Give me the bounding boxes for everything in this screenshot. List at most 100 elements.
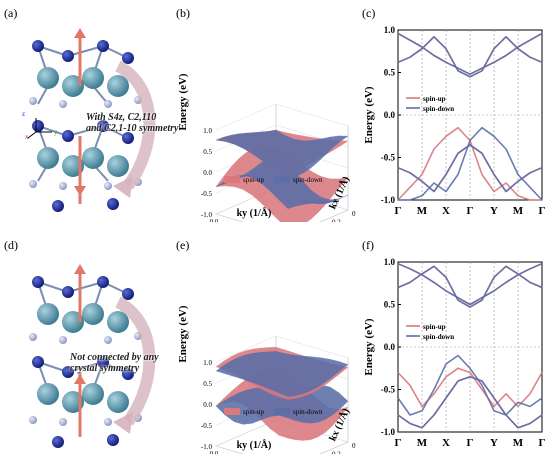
panel-label-b: (b)	[176, 6, 190, 20]
k-point-label: M	[417, 205, 428, 217]
surface-patch-spin-up	[331, 177, 349, 187]
z-axis-label: Energy (eV)	[177, 73, 189, 130]
k-point-label: Γ	[395, 437, 402, 449]
panel-label-a: (a)	[4, 6, 18, 20]
kx-tick-label: 0.2	[332, 451, 341, 454]
y-tick-label: 0.0	[384, 342, 396, 352]
panel-label-d: (d)	[4, 238, 18, 252]
z-tick-label: -0.5	[201, 422, 213, 430]
surface-patch-spin-up	[278, 220, 290, 222]
axis-label-z: z	[22, 110, 26, 118]
z-gridline	[275, 103, 349, 127]
ky-tick-label: 0.0	[210, 218, 219, 222]
band-line-spin-down	[397, 36, 543, 78]
legend-label: spin-down	[423, 105, 454, 113]
symmetry-line-1: With S4z, C2,110	[86, 112, 157, 123]
ky-tick-label: 0.0	[210, 450, 219, 454]
z-tick-label: 0.0	[203, 401, 212, 409]
k-point-label: M	[417, 437, 428, 449]
surface-patch-spin-down	[331, 194, 349, 203]
z-tick-label: 0.5	[203, 380, 212, 388]
z-tick-label: 0.0	[203, 169, 212, 177]
symmetry-annotation-top: With S4z, C2,110 and C2,1-10 symmetry	[86, 112, 179, 134]
k-point-label: Γ	[395, 205, 402, 217]
k-point-label: Y	[490, 205, 498, 217]
symmetry-line-2: crystal symmetry	[70, 363, 140, 374]
kx-tick-label: 0.2	[332, 219, 341, 222]
y-tick-label: 1.0	[384, 257, 396, 267]
k-point-label: Y	[490, 437, 498, 449]
symmetry-annotation-bottom: Not connected by any crystal symmetry	[70, 352, 159, 374]
crystal-structure-a	[27, 28, 156, 212]
legend-swatch-spin-up	[224, 176, 240, 183]
k-point-label: Γ	[539, 437, 546, 449]
symmetry-line-1: Not connected by any	[70, 352, 159, 363]
surface-plot-b: 1.00.50.0-0.5-1.00.00.10.20.30.00.10.20.…	[177, 73, 356, 222]
panel-label-c: (c)	[362, 6, 376, 20]
legend-swatch-spin-up	[224, 408, 240, 415]
ky-axis-label: ky (1/Å)	[237, 207, 272, 219]
symmetry-line-2: and C2,1-10 symmetry	[86, 123, 179, 134]
band-line-spin-down	[397, 354, 543, 416]
surface-patch-spin-down	[331, 361, 349, 371]
surface-patch-spin-down	[331, 392, 349, 409]
z-tick-label: 1.0	[203, 359, 212, 367]
ky-axis-label: ky (1/Å)	[237, 439, 272, 451]
band-line-spin-down	[397, 262, 543, 306]
z-tick-label: 1.0	[203, 127, 212, 135]
k-point-label: X	[442, 205, 450, 217]
legend-label-spin-down: spin-down	[293, 408, 323, 416]
y-tick-label: -0.5	[381, 385, 396, 395]
band-line-spin-down	[397, 265, 543, 308]
band-line-spin-down	[397, 144, 543, 193]
kx-tick-label: 0.3	[352, 442, 356, 450]
y-tick-label: 1.0	[384, 25, 396, 35]
band-line-spin-down	[398, 126, 543, 201]
y-tick-label: 0.0	[384, 110, 396, 120]
k-point-label: X	[442, 437, 450, 449]
k-point-label: M	[513, 205, 524, 217]
surface-patch-spin-down	[331, 135, 349, 142]
z-tick-label: -0.5	[201, 190, 213, 198]
axis-label-x: x	[25, 133, 29, 141]
k-point-label: Γ	[539, 205, 546, 217]
legend-label: spin-up	[423, 323, 446, 331]
z-gridline	[215, 335, 277, 363]
y-tick-label: -1.0	[381, 427, 396, 437]
z-gridline	[215, 103, 277, 131]
band-line-spin-up	[397, 367, 543, 408]
y-tick-label: 0.5	[384, 300, 396, 310]
z-gridline	[275, 335, 349, 359]
y-axis-label: Energy (eV)	[363, 318, 375, 375]
surface-patch-spin-up	[286, 217, 300, 222]
z-tick-label: -1.0	[201, 211, 213, 219]
panel-label-e: (e)	[176, 238, 190, 252]
z-tick-label: -1.0	[201, 443, 213, 451]
surface-patch-spin-up	[331, 406, 349, 418]
k-point-label: Γ	[467, 437, 474, 449]
crystal-structure-d	[29, 264, 156, 448]
kx-tick-label: 0.3	[352, 210, 356, 218]
z-axis-label: Energy (eV)	[177, 305, 189, 362]
legend-label-spin-up: spin-up	[243, 408, 265, 416]
panel-label-f: (f)	[362, 238, 374, 252]
band-line-spin-down	[397, 376, 543, 429]
legend-label: spin-down	[423, 333, 454, 341]
legend-swatch-spin-down	[274, 176, 290, 183]
k-point-label: M	[513, 437, 524, 449]
y-axis-label: Energy (eV)	[363, 86, 375, 143]
legend-label-spin-down: spin-down	[293, 176, 323, 184]
y-tick-label: -1.0	[381, 195, 396, 205]
k-point-label: Γ	[467, 205, 474, 217]
y-tick-label: 0.5	[384, 68, 396, 78]
legend-swatch-spin-down	[274, 408, 290, 415]
axis-label-y: y	[54, 128, 58, 136]
band-line-spin-down	[397, 32, 543, 75]
legend-label: spin-up	[423, 95, 446, 103]
legend-label-spin-up: spin-up	[243, 176, 265, 184]
y-tick-label: -0.5	[381, 153, 396, 163]
surface-plot-e: 1.00.50.0-0.5-1.00.00.10.20.30.00.10.20.…	[177, 305, 356, 454]
z-tick-label: 0.5	[203, 148, 212, 156]
